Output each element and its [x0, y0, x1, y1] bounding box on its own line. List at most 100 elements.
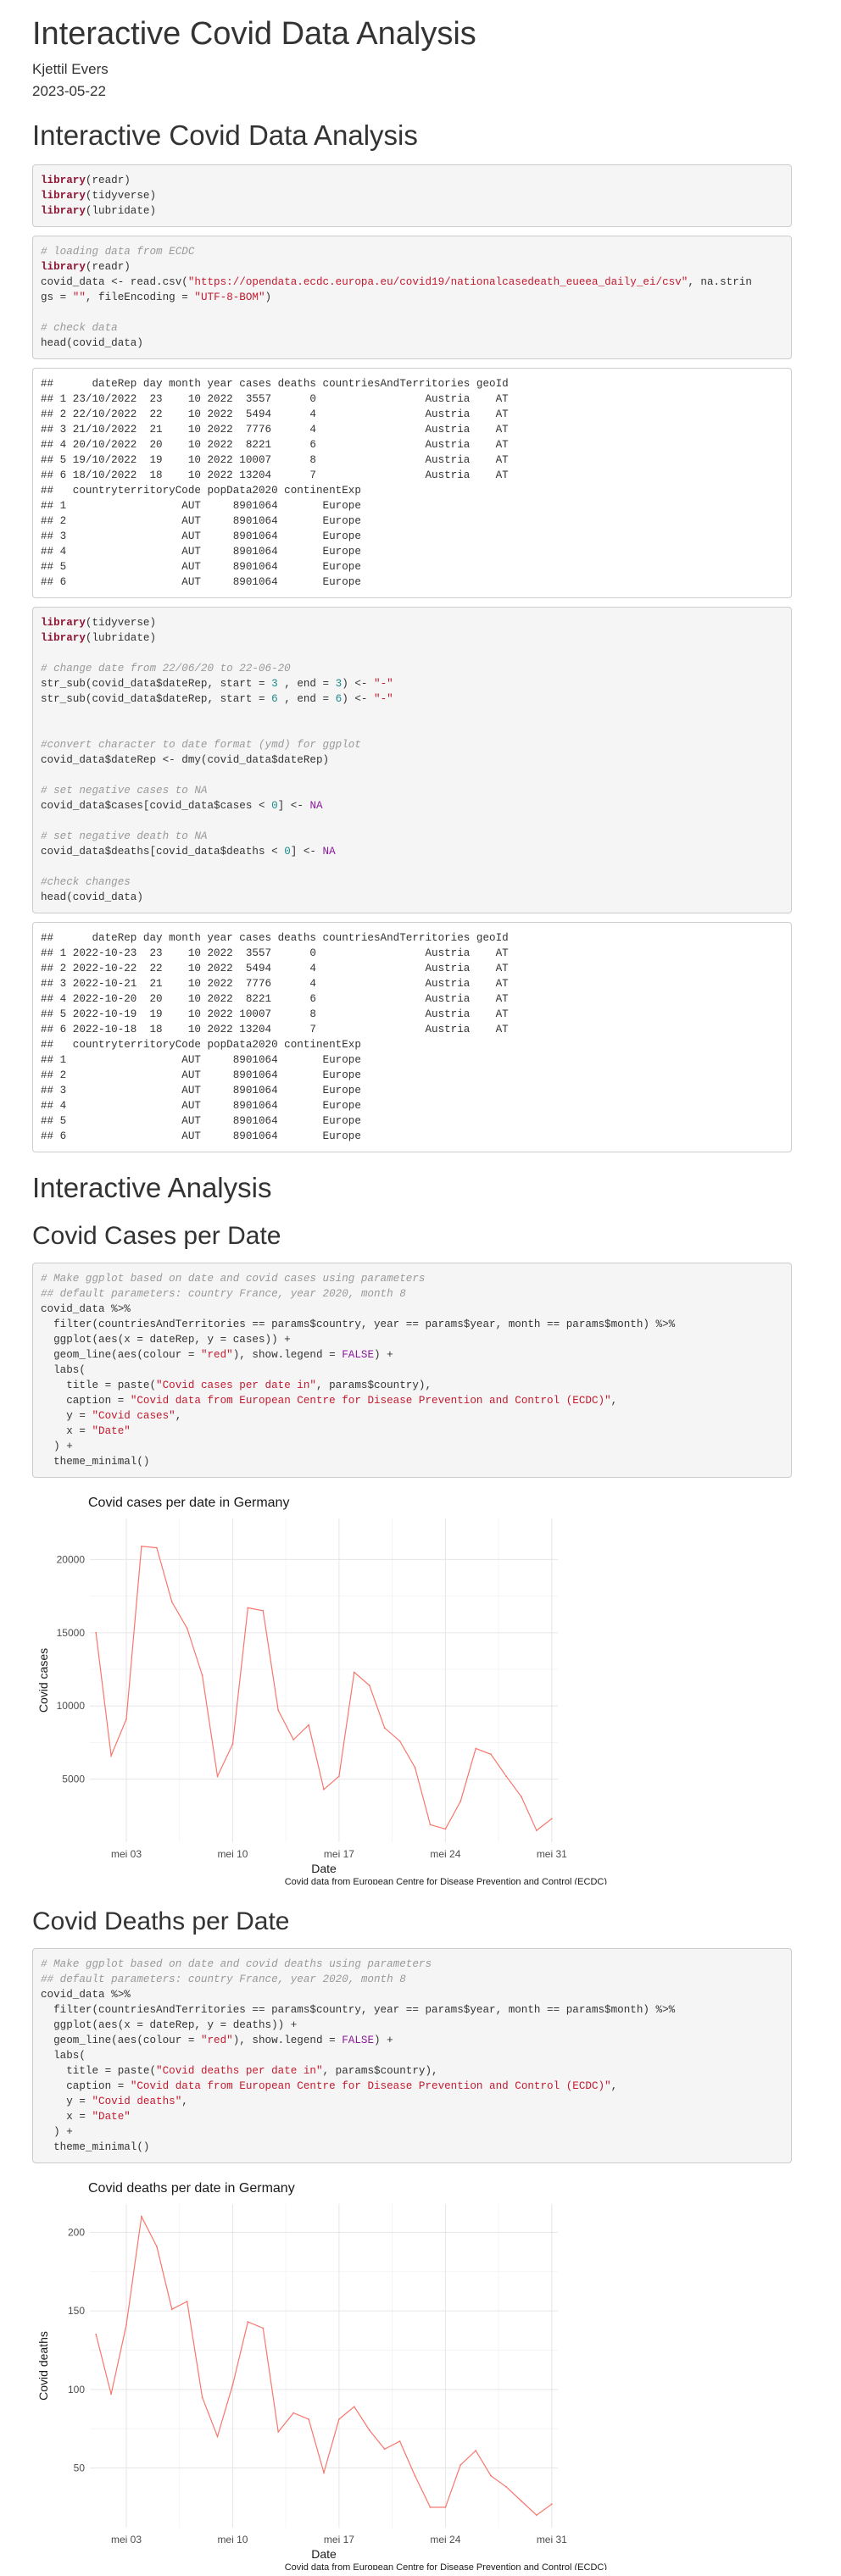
- output-line: ## 4 2022-10-20 20 10 2022 8221 6 Austri…: [41, 993, 509, 1005]
- code-token: 6: [271, 693, 278, 705]
- code-line: theme_minimal(): [41, 1454, 783, 1469]
- code-line: [41, 722, 783, 737]
- data-point: [550, 2503, 553, 2506]
- code-token: library: [41, 632, 86, 644]
- x-tick-label: mei 17: [324, 2534, 354, 2545]
- data-point: [231, 1743, 234, 1746]
- code-token: (readr): [85, 175, 131, 186]
- code-token: 6: [335, 693, 343, 705]
- data-point: [383, 1727, 386, 1729]
- code-token: caption =: [41, 1395, 131, 1407]
- x-tick-label: mei 17: [324, 1848, 354, 1860]
- data-point: [292, 1739, 295, 1740]
- code-token: "Covid cases": [92, 1410, 175, 1422]
- data-point: [353, 2406, 355, 2408]
- code-token: "red": [200, 2035, 233, 2046]
- code-token: library: [41, 175, 86, 186]
- x-tick-label: mei 03: [111, 2534, 142, 2545]
- code-token: "Date": [92, 2111, 131, 2123]
- data-point: [459, 1800, 462, 1802]
- code-token: "Covid data from European Centre for Dis…: [130, 1395, 611, 1407]
- data-point: [186, 2301, 188, 2302]
- cases-chart: 5000 10000 15000 20000 mei 03 mei 10 mei 17 mei…: [36, 1496, 607, 1887]
- y-tick-label: 10000: [57, 1700, 86, 1712]
- code-token: "Covid cases per date in": [156, 1380, 316, 1391]
- code-token: # set negative cases to NA: [41, 785, 208, 797]
- data-point: [536, 2514, 537, 2517]
- code-line: [41, 305, 783, 320]
- code-token: filter(countriesAndTerritories == params…: [41, 2004, 676, 2016]
- code-line: theme_minimal(): [41, 2140, 783, 2155]
- data-point: [368, 1685, 370, 1686]
- chart-caption: Covid data from European Centre for Dise…: [285, 2562, 607, 2570]
- code-line: covid_data$dateRep <- dmy(covid_data$dat…: [41, 752, 783, 768]
- code-token: ggplot(aes(x = dateRep, y = cases)) +: [41, 1334, 291, 1346]
- code-token: ,: [181, 2096, 188, 2107]
- code-token: # Make ggplot based on date and covid ca…: [41, 1273, 426, 1285]
- output-line: ## 5 19/10/2022 19 10 2022 10007 8 Austr…: [41, 454, 509, 466]
- code-token: theme_minimal(): [41, 2141, 150, 2153]
- data-point: [308, 1724, 309, 1726]
- code-token: "-": [374, 678, 393, 690]
- code-line: ggplot(aes(x = dateRep, y = deaths)) +: [41, 2018, 783, 2033]
- code-token: #convert character to date format (ymd) …: [41, 739, 361, 751]
- code-token: "Covid deaths": [92, 2096, 182, 2107]
- code-token: ): [265, 291, 272, 303]
- code-token: title = paste(: [41, 1380, 157, 1391]
- output-line: ## 6 2022-10-18 18 10 2022 13204 7 Austr…: [41, 1024, 509, 1035]
- code-line: #convert character to date format (ymd) …: [41, 737, 783, 752]
- code-line: # loading data from ECDC: [41, 244, 783, 259]
- code-block-deaths-plot: # Make ggplot based on date and covid de…: [32, 1948, 792, 2163]
- code-token: 0: [271, 800, 278, 812]
- code-line: [41, 707, 783, 722]
- code-token: ) +: [41, 2126, 73, 2138]
- code-line: title = paste("Covid deaths per date in"…: [41, 2063, 783, 2079]
- data-point: [292, 2412, 295, 2414]
- output-block-head-raw: ## dateRep day month year cases deaths c…: [32, 368, 792, 598]
- y-axis-label: Covid deaths: [36, 2331, 50, 2401]
- chart-title: Covid deaths per date in Germany: [88, 2181, 295, 2196]
- output-line: ## 6 18/10/2022 18 10 2022 13204 7 Austr…: [41, 469, 509, 481]
- y-tick-label: 15000: [57, 1627, 86, 1639]
- code-line: x = "Date": [41, 1424, 783, 1439]
- code-token: gs =: [41, 291, 73, 303]
- code-token: # set negative death to NA: [41, 830, 208, 842]
- code-line: str_sub(covid_data$dateRep, start = 3 , …: [41, 676, 783, 691]
- code-line: # set negative cases to NA: [41, 783, 783, 798]
- code-token: covid_data %>%: [41, 1303, 131, 1315]
- document-author: Kjettil Evers: [32, 61, 109, 77]
- code-line: covid_data$cases[covid_data$cases < 0] <…: [41, 798, 783, 813]
- output-line: ## dateRep day month year cases deaths c…: [41, 378, 509, 390]
- code-line: #check changes: [41, 874, 783, 890]
- x-tick-label: mei 31: [537, 2534, 567, 2545]
- code-token: "Covid deaths per date in": [156, 2065, 323, 2077]
- y-tick-label: 5000: [62, 1774, 85, 1785]
- code-token: covid_data$deaths[covid_data$deaths <: [41, 846, 285, 858]
- code-token: ,: [175, 1410, 182, 1422]
- data-point: [521, 1796, 522, 1798]
- data-point: [95, 1631, 97, 1634]
- code-token: library: [41, 205, 86, 217]
- output-line: ## 1 AUT 8901064 Europe: [41, 500, 361, 512]
- data-point: [398, 1740, 401, 1742]
- chart-caption: Covid data from European Centre for Dise…: [285, 1877, 607, 1885]
- code-token: (tidyverse): [85, 190, 157, 202]
- output-line: ## countryterritoryCode popData2020 cont…: [41, 485, 361, 497]
- document: Interactive Covid Data Analysis Kjettil …: [32, 0, 841, 2574]
- code-token: ,: [610, 1395, 618, 1407]
- code-block-cases-plot: # Make ggplot based on date and covid ca…: [32, 1263, 792, 1478]
- cases-chart-figure: 5000 10000 15000 20000 mei 03 mei 10 mei 17 mei…: [32, 1486, 609, 1889]
- code-line: labs(: [41, 1363, 783, 1378]
- data-point: [110, 1755, 112, 1757]
- data-point: [383, 2448, 386, 2451]
- x-tick-label: mei 31: [537, 1848, 567, 1860]
- data-point: [216, 2435, 219, 2438]
- code-line: geom_line(aes(colour = "red"), show.lege…: [41, 2033, 783, 2048]
- code-line: covid_data <- read.csv("https://opendata…: [41, 275, 783, 290]
- code-token: ), show.legend =: [232, 1349, 343, 1361]
- code-token: caption =: [41, 2080, 131, 2092]
- data-point: [323, 1788, 325, 1790]
- data-point: [521, 2500, 522, 2502]
- code-line: library(tidyverse): [41, 615, 783, 630]
- code-token: ), show.legend =: [232, 2035, 343, 2046]
